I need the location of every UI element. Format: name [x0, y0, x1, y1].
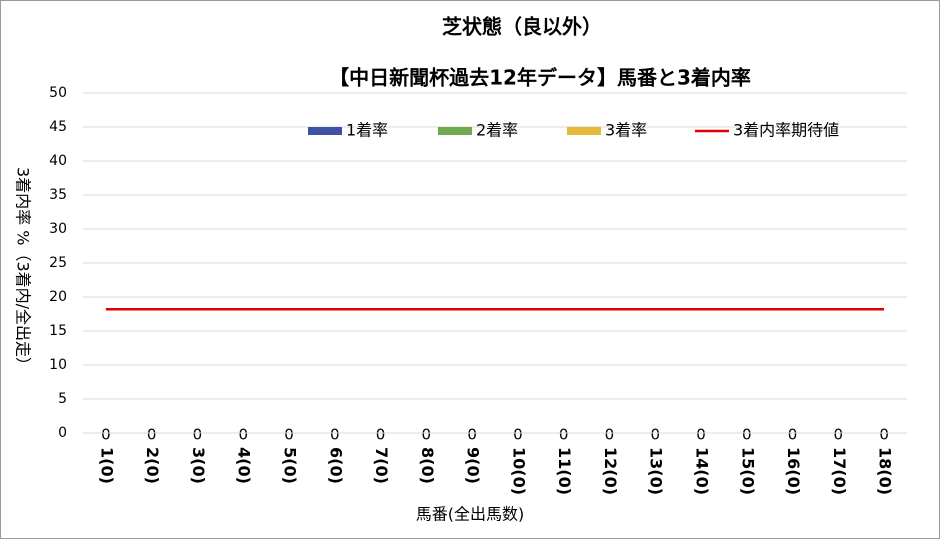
y-tick-label: 5 — [58, 391, 67, 407]
data-label: 0 — [284, 426, 294, 444]
data-label: 0 — [742, 426, 752, 444]
y-tick-label: 20 — [49, 289, 67, 305]
x-tick-label: 13(0) — [647, 447, 666, 495]
y-tick-label: 30 — [49, 221, 67, 237]
data-label: 0 — [788, 426, 798, 444]
x-tick-label: 2(0) — [143, 447, 162, 484]
data-label: 0 — [696, 426, 706, 444]
data-label: 0 — [330, 426, 340, 444]
x-tick-label: 6(0) — [326, 447, 345, 484]
y-tick-label: 45 — [49, 119, 67, 135]
data-label: 0 — [422, 426, 432, 444]
data-label: 0 — [101, 426, 111, 444]
y-tick-label: 40 — [49, 153, 67, 169]
y-tick-label: 10 — [49, 357, 67, 373]
data-label: 0 — [147, 426, 157, 444]
data-label: 0 — [834, 426, 844, 444]
data-label: 0 — [467, 426, 477, 444]
data-label: 0 — [650, 426, 660, 444]
y-tick-label: 15 — [49, 323, 67, 339]
data-label: 0 — [559, 426, 569, 444]
y-tick-label: 0 — [58, 425, 67, 441]
x-tick-label: 16(0) — [784, 447, 803, 495]
x-axis-title: 馬番(全出馬数) — [416, 505, 525, 524]
x-tick-label: 18(0) — [876, 447, 895, 495]
data-label: 0 — [238, 426, 248, 444]
legend-label: 2着率 — [476, 121, 518, 140]
x-tick-label: 12(0) — [601, 447, 620, 495]
x-tick-label: 15(0) — [738, 447, 757, 495]
data-label: 0 — [376, 426, 386, 444]
y-tick-label: 50 — [49, 85, 67, 101]
data-label: 0 — [513, 426, 523, 444]
x-tick-label: 9(0) — [464, 447, 483, 484]
data-label: 0 — [193, 426, 203, 444]
x-tick-label: 1(0) — [97, 447, 116, 484]
legend-label: 3着率 — [605, 121, 647, 140]
legend-label: 1着率 — [346, 121, 388, 140]
data-label: 0 — [605, 426, 615, 444]
x-tick-label: 8(0) — [418, 447, 437, 484]
x-tick-label: 17(0) — [830, 447, 849, 495]
chart-title: 芝状態（良以外） — [442, 15, 602, 39]
x-tick-label: 11(0) — [555, 447, 574, 495]
y-tick-label: 35 — [49, 187, 67, 203]
legend-swatch — [438, 127, 472, 135]
legend-label: 3着内率期待値 — [733, 121, 839, 140]
x-tick-label: 4(0) — [235, 447, 254, 484]
y-tick-label: 25 — [49, 255, 67, 271]
y-axis-title: 3着内率 %（3着内/全出走） — [14, 167, 33, 373]
x-tick-label: 5(0) — [281, 447, 300, 484]
x-tick-label: 14(0) — [693, 447, 712, 495]
chart-subtitle: 【中日新聞杯過去12年データ】馬番と3着内率 — [329, 66, 751, 90]
legend-swatch — [567, 127, 601, 135]
data-label: 0 — [879, 426, 889, 444]
x-tick-label: 7(0) — [372, 447, 391, 484]
legend-swatch — [308, 127, 342, 135]
x-tick-label: 3(0) — [189, 447, 208, 484]
x-tick-label: 10(0) — [509, 447, 528, 495]
